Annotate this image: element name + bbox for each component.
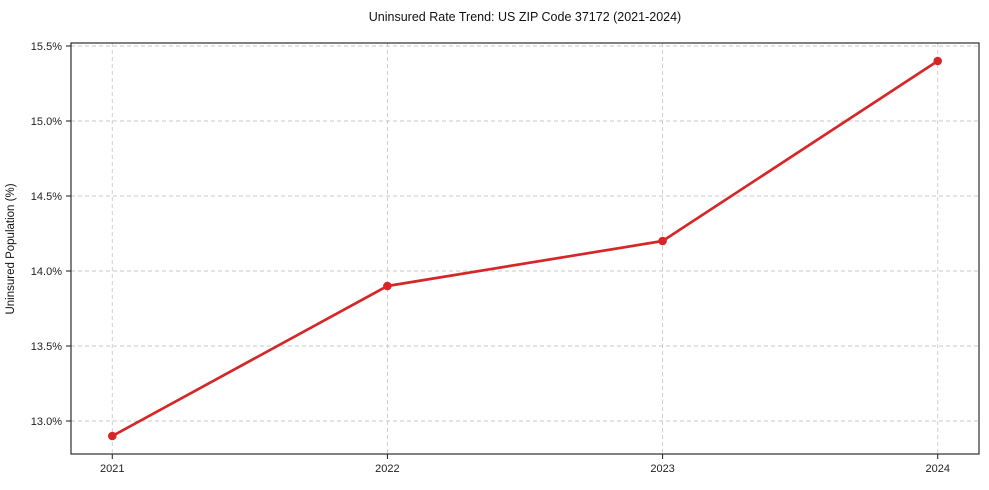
tick-marks (66, 45, 939, 459)
data-point (383, 281, 392, 291)
trend-line (110, 59, 940, 438)
x-tick-label: 2021 (100, 463, 124, 475)
y-tick-label: 14.0% (31, 266, 62, 278)
x-tick-label: 2024 (925, 463, 949, 475)
x-tick-label: 2023 (650, 463, 674, 475)
data-point (933, 56, 942, 66)
y-tick-label: 15.5% (31, 41, 62, 53)
data-point (658, 236, 667, 246)
y-tick-label: 13.0% (31, 416, 62, 428)
y-axis-label: Uninsured Population (%) (5, 183, 17, 314)
axes-frame (70, 42, 980, 455)
data-points (108, 56, 942, 441)
y-tick-label: 14.5% (31, 191, 62, 203)
tick-labels: 13.0% 13.5% 14.0% 14.5% 15.0% 15.5% 2021 2022 20… (31, 41, 950, 475)
x-tick-label: 2022 (375, 463, 399, 475)
chart-title: Uninsured Rate Trend: US ZIP Code 37172 … (369, 10, 681, 24)
gridlines (71, 43, 979, 454)
data-point (108, 431, 117, 441)
y-tick-label: 15.0% (31, 116, 62, 128)
y-tick-label: 13.5% (31, 341, 62, 353)
